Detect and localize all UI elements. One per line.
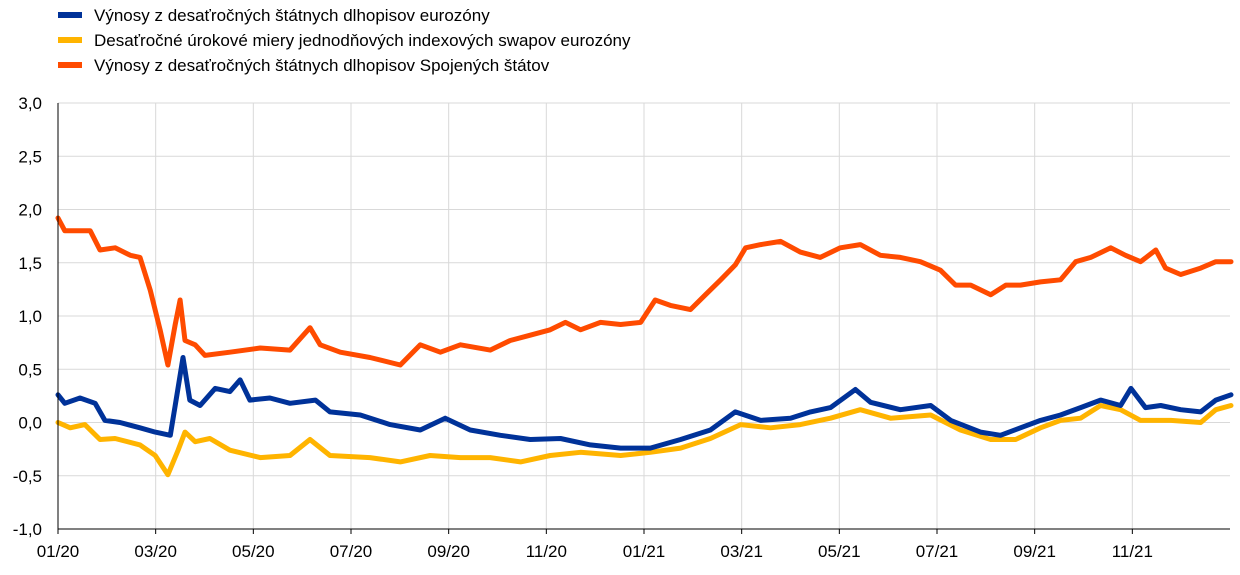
x-tick-label: 03/20 <box>134 542 177 561</box>
legend-swatch <box>58 12 82 18</box>
x-axis: 01/20 03/20 05/20 07/20 09/20 11/20 01/21 03/21… <box>37 529 1153 561</box>
series-line-0 <box>55 355 1234 451</box>
legend-label: Výnosy z desaťročných štátnych dlhopisov… <box>94 6 490 25</box>
y-tick-label: 1,5 <box>18 254 42 273</box>
x-tick-label: 11/21 <box>1112 542 1153 561</box>
legend: Výnosy z desaťročných štátnych dlhopisov… <box>58 6 631 75</box>
x-tick-label: 09/21 <box>1013 542 1056 561</box>
x-tick-label: 03/21 <box>720 542 763 561</box>
x-tick-label: 07/20 <box>330 542 373 561</box>
legend-swatch <box>58 37 82 43</box>
legend-label: Výnosy z desaťročných štátnych dlhopisov… <box>94 56 550 75</box>
y-tick-label: 0,5 <box>18 360 42 379</box>
y-tick-label: 1,0 <box>18 307 42 326</box>
x-tick-label: 07/21 <box>916 542 959 561</box>
y-tick-label: 0,0 <box>18 414 42 433</box>
x-tick-label: 05/20 <box>232 542 275 561</box>
x-tick-label: 09/20 <box>427 542 470 561</box>
y-tick-label: 3,0 <box>18 94 42 113</box>
y-tick-label: 2,0 <box>18 201 42 220</box>
y-tick-label: -1,0 <box>13 520 42 539</box>
series-line-2 <box>55 215 1234 368</box>
x-tick-label: 11/20 <box>526 542 567 561</box>
legend-swatch <box>58 62 82 68</box>
series-lines <box>55 215 1234 478</box>
legend-label: Desaťročné úrokové miery jednodňových in… <box>94 31 631 50</box>
x-tick-label: 05/21 <box>818 542 861 561</box>
series-line-1 <box>55 403 1234 478</box>
y-axis: -1,0 -0,5 0,0 0,5 1,0 1,5 2,0 2,5 3,0 <box>13 94 42 539</box>
x-tick-label: 01/21 <box>623 542 666 561</box>
x-tick-label: 01/20 <box>37 542 80 561</box>
y-tick-label: -0,5 <box>13 467 42 486</box>
y-tick-label: 2,5 <box>18 147 42 166</box>
